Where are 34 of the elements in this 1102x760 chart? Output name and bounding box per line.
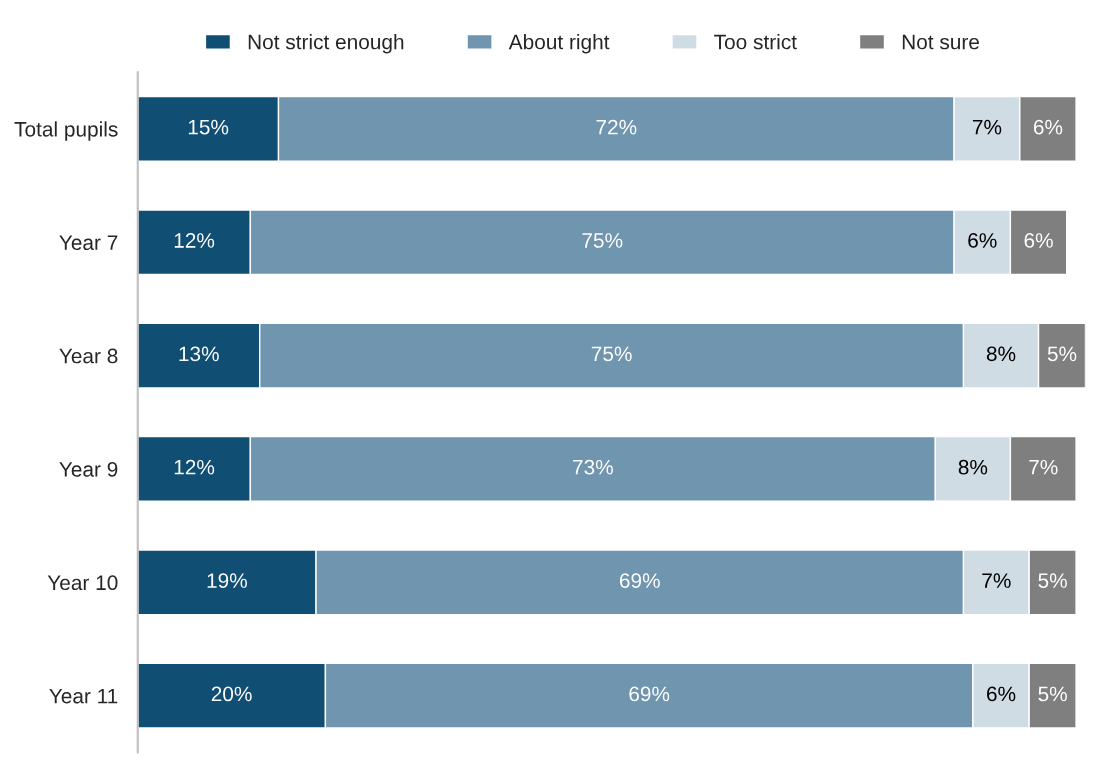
data-label: 6% <box>1033 119 1063 135</box>
data-label: 69% <box>629 686 670 702</box>
y-tick-label: Year 7 <box>59 235 118 250</box>
data-label: 75% <box>582 233 623 248</box>
data-label: 7% <box>972 119 1002 135</box>
legend-label: Not sure <box>902 34 979 50</box>
data-label: 69% <box>619 573 660 588</box>
data-label: 19% <box>207 573 247 588</box>
data-label: 8% <box>958 459 988 475</box>
data-label: 12% <box>174 233 215 248</box>
data-label: 6% <box>968 233 997 248</box>
data-label: 6% <box>1024 233 1053 248</box>
y-tick-label: Year 8 <box>59 348 118 364</box>
data-label: 12% <box>174 459 215 475</box>
data-label: 8% <box>986 346 1016 362</box>
data-label: 7% <box>982 573 1011 588</box>
data-label: 13% <box>179 346 219 362</box>
data-label: 20% <box>211 686 252 702</box>
data-label: 75% <box>591 346 632 362</box>
y-tick-label: Year 11 <box>49 688 118 704</box>
data-label: 6% <box>987 686 1016 702</box>
y-tick-label: Year 9 <box>59 461 118 477</box>
legend-label: Not strict enough <box>248 34 404 54</box>
data-label: 7% <box>1029 459 1058 475</box>
legend-label: Too strict <box>714 34 797 50</box>
data-label: 5% <box>1038 686 1067 702</box>
legend-label: About right <box>508 34 610 54</box>
data-label: 5% <box>1047 346 1077 362</box>
data-label: 73% <box>573 459 613 475</box>
y-tick-label: Total pupils <box>14 121 118 141</box>
data-label: 15% <box>188 119 229 135</box>
data-label: 72% <box>596 119 637 135</box>
data-label: 5% <box>1038 573 1067 588</box>
y-tick-label: Year 10 <box>47 575 118 591</box>
